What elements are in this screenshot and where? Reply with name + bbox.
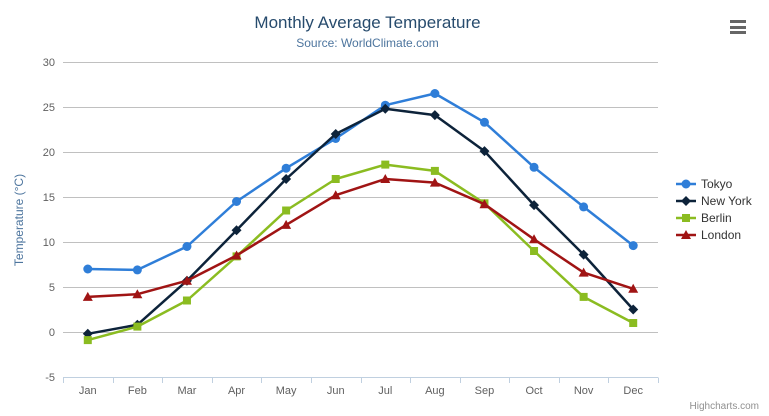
svg-text:Nov: Nov bbox=[574, 385, 594, 397]
legend-label: Tokyo bbox=[701, 176, 733, 191]
legend-item-berlin[interactable]: Berlin bbox=[676, 209, 752, 226]
legend-label: New York bbox=[701, 193, 752, 208]
svg-text:10: 10 bbox=[43, 237, 55, 249]
svg-text:30: 30 bbox=[43, 57, 55, 69]
square-legend-marker-icon bbox=[676, 213, 696, 222]
grid-lines bbox=[63, 62, 658, 378]
chart-title: Monthly Average Temperature bbox=[254, 13, 481, 32]
svg-text:Mar: Mar bbox=[177, 385, 196, 397]
hamburger-bar bbox=[730, 20, 746, 23]
svg-text:Feb: Feb bbox=[128, 385, 147, 397]
svg-text:Jan: Jan bbox=[79, 385, 97, 397]
legend-label: London bbox=[701, 227, 742, 242]
svg-text:Sep: Sep bbox=[475, 385, 495, 397]
legend-item-new-york[interactable]: New York bbox=[676, 192, 752, 209]
y-axis-title: Temperature (°C) bbox=[12, 173, 26, 267]
y-axis-labels: -5 0 5 10 15 20 25 30 bbox=[43, 57, 55, 384]
svg-text:5: 5 bbox=[49, 282, 55, 294]
svg-text:25: 25 bbox=[43, 102, 55, 114]
svg-text:Oct: Oct bbox=[525, 385, 542, 397]
series-london[interactable] bbox=[82, 174, 639, 301]
chart-subtitle: Source: WorldClimate.com bbox=[296, 36, 439, 50]
svg-text:20: 20 bbox=[43, 147, 55, 159]
svg-text:May: May bbox=[276, 385, 297, 397]
svg-text:Jul: Jul bbox=[378, 385, 392, 397]
svg-text:-5: -5 bbox=[45, 372, 55, 384]
series-tokyo[interactable] bbox=[83, 89, 638, 275]
svg-text:15: 15 bbox=[43, 192, 55, 204]
series-new-york[interactable] bbox=[82, 103, 639, 339]
credits-link[interactable]: Highcharts.com bbox=[689, 401, 759, 412]
legend: Tokyo New York Berlin London bbox=[676, 175, 752, 243]
legend-label: Berlin bbox=[701, 210, 732, 225]
export-menu-hamburger-icon[interactable] bbox=[730, 19, 747, 35]
circle-legend-marker-icon bbox=[676, 179, 696, 188]
legend-item-tokyo[interactable]: Tokyo bbox=[676, 175, 752, 192]
x-axis-labels: Jan Feb Mar Apr May Jun Jul Aug Sep Oct Nov Dec bbox=[79, 385, 644, 397]
svg-text:Dec: Dec bbox=[623, 385, 643, 397]
svg-text:Apr: Apr bbox=[228, 385, 245, 397]
diamond-legend-marker-icon bbox=[676, 195, 696, 206]
legend-item-london[interactable]: London bbox=[676, 226, 752, 243]
triangle-legend-marker-icon bbox=[676, 229, 696, 239]
hamburger-bar bbox=[730, 31, 746, 34]
svg-text:Jun: Jun bbox=[327, 385, 345, 397]
hamburger-bar bbox=[730, 25, 746, 29]
x-axis bbox=[63, 377, 659, 383]
svg-text:0: 0 bbox=[49, 327, 55, 339]
svg-text:Aug: Aug bbox=[425, 385, 445, 397]
